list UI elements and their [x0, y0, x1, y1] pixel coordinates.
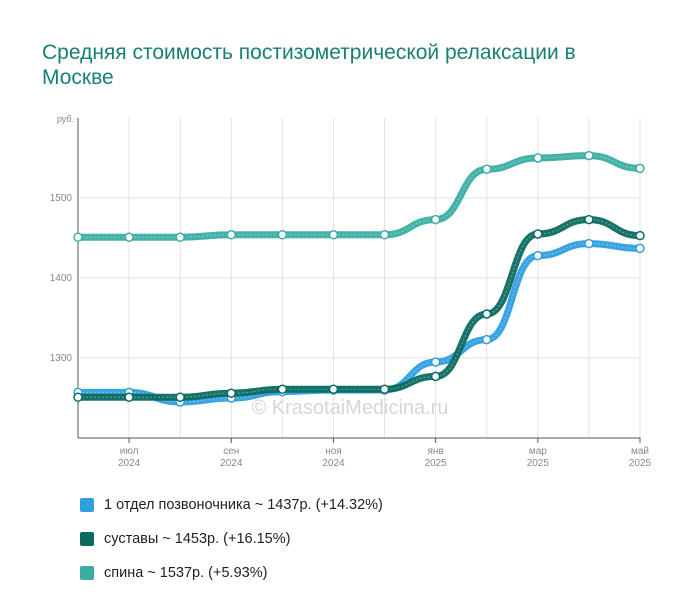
x-tick-label-year: 2024	[118, 458, 141, 469]
series-line-texture-3	[78, 155, 641, 238]
x-tick-label-year: 2025	[425, 458, 448, 469]
x-tick-label-month: мар	[529, 446, 547, 457]
series-point-3	[73, 232, 83, 242]
series-point-2	[481, 309, 492, 319]
y-tick-label: 1500	[50, 193, 73, 204]
series-point-2	[328, 384, 339, 394]
y-tick-label: 1300	[50, 353, 73, 364]
series-point-2	[533, 229, 543, 239]
series-line-texture-2	[78, 219, 641, 398]
series-line-1	[74, 240, 644, 406]
x-tick-label-year: 2025	[629, 458, 652, 469]
legend-label-series-3: спина ~ 1537р. (+5.93%)	[104, 565, 268, 581]
series-point-3	[328, 230, 339, 240]
series-point-1	[533, 250, 543, 261]
series-point-1	[481, 334, 492, 345]
series-point-3	[379, 230, 390, 240]
series-point-3	[175, 232, 185, 242]
legend-item-series-3[interactable]: спина ~ 1537р. (+5.93%)	[80, 556, 383, 590]
chart-title: Средняя стоимость постизометрической рел…	[42, 41, 576, 89]
watermark: © KrasotaiMedicina.ru	[251, 397, 448, 419]
x-tick-label-year: 2024	[322, 458, 345, 469]
series-line-texture-1	[78, 243, 641, 403]
legend-label-series-1: 1 отдел позвоночника ~ 1437р. (+14.32%)	[104, 497, 383, 513]
series-point-3	[124, 232, 134, 242]
legend-swatch-series-1	[80, 498, 94, 512]
series-point-1	[584, 238, 594, 249]
x-tick-label-month: май	[631, 446, 649, 457]
x-tick-label-month: сен	[223, 446, 239, 457]
y-tick-label: 1400	[50, 273, 73, 284]
series-point-2	[175, 392, 185, 402]
x-tick-label-year: 2025	[527, 458, 550, 469]
series-point-3	[277, 230, 288, 240]
series-line-2	[74, 216, 644, 401]
series-point-3	[226, 230, 237, 240]
series-point-2	[379, 384, 390, 394]
series-point-1	[635, 243, 645, 254]
series-point-2	[277, 384, 288, 394]
series-point-3	[584, 150, 594, 161]
series-point-2	[430, 371, 441, 382]
x-tick-label-month: ноя	[325, 446, 342, 457]
x-tick-label-month: июл	[120, 446, 139, 457]
legend-swatch-series-3	[80, 566, 94, 580]
series-point-2	[124, 392, 134, 402]
legend-item-series-2[interactable]: суставы ~ 1453р. (+16.15%)	[80, 522, 383, 556]
legend-swatch-series-2	[80, 532, 94, 546]
series-point-2	[635, 230, 645, 241]
legend-label-series-2: суставы ~ 1453р. (+16.15%)	[104, 531, 291, 547]
series-point-2	[584, 214, 594, 225]
series-line-3	[74, 152, 644, 241]
series-point-3	[533, 153, 543, 163]
x-tick-label-month: янв	[428, 446, 444, 457]
series-point-3	[430, 214, 441, 225]
chart-legend: 1 отдел позвоночника ~ 1437р. (+14.32%) …	[80, 488, 383, 590]
series-point-2	[73, 392, 83, 402]
x-tick-label-year: 2024	[220, 458, 243, 469]
series-point-3	[481, 164, 492, 174]
y-axis-unit: руб.	[57, 114, 74, 124]
series-point-1	[430, 357, 441, 367]
legend-item-series-1[interactable]: 1 отдел позвоночника ~ 1437р. (+14.32%)	[80, 488, 383, 522]
series-point-2	[226, 388, 237, 398]
series-point-3	[635, 163, 645, 174]
